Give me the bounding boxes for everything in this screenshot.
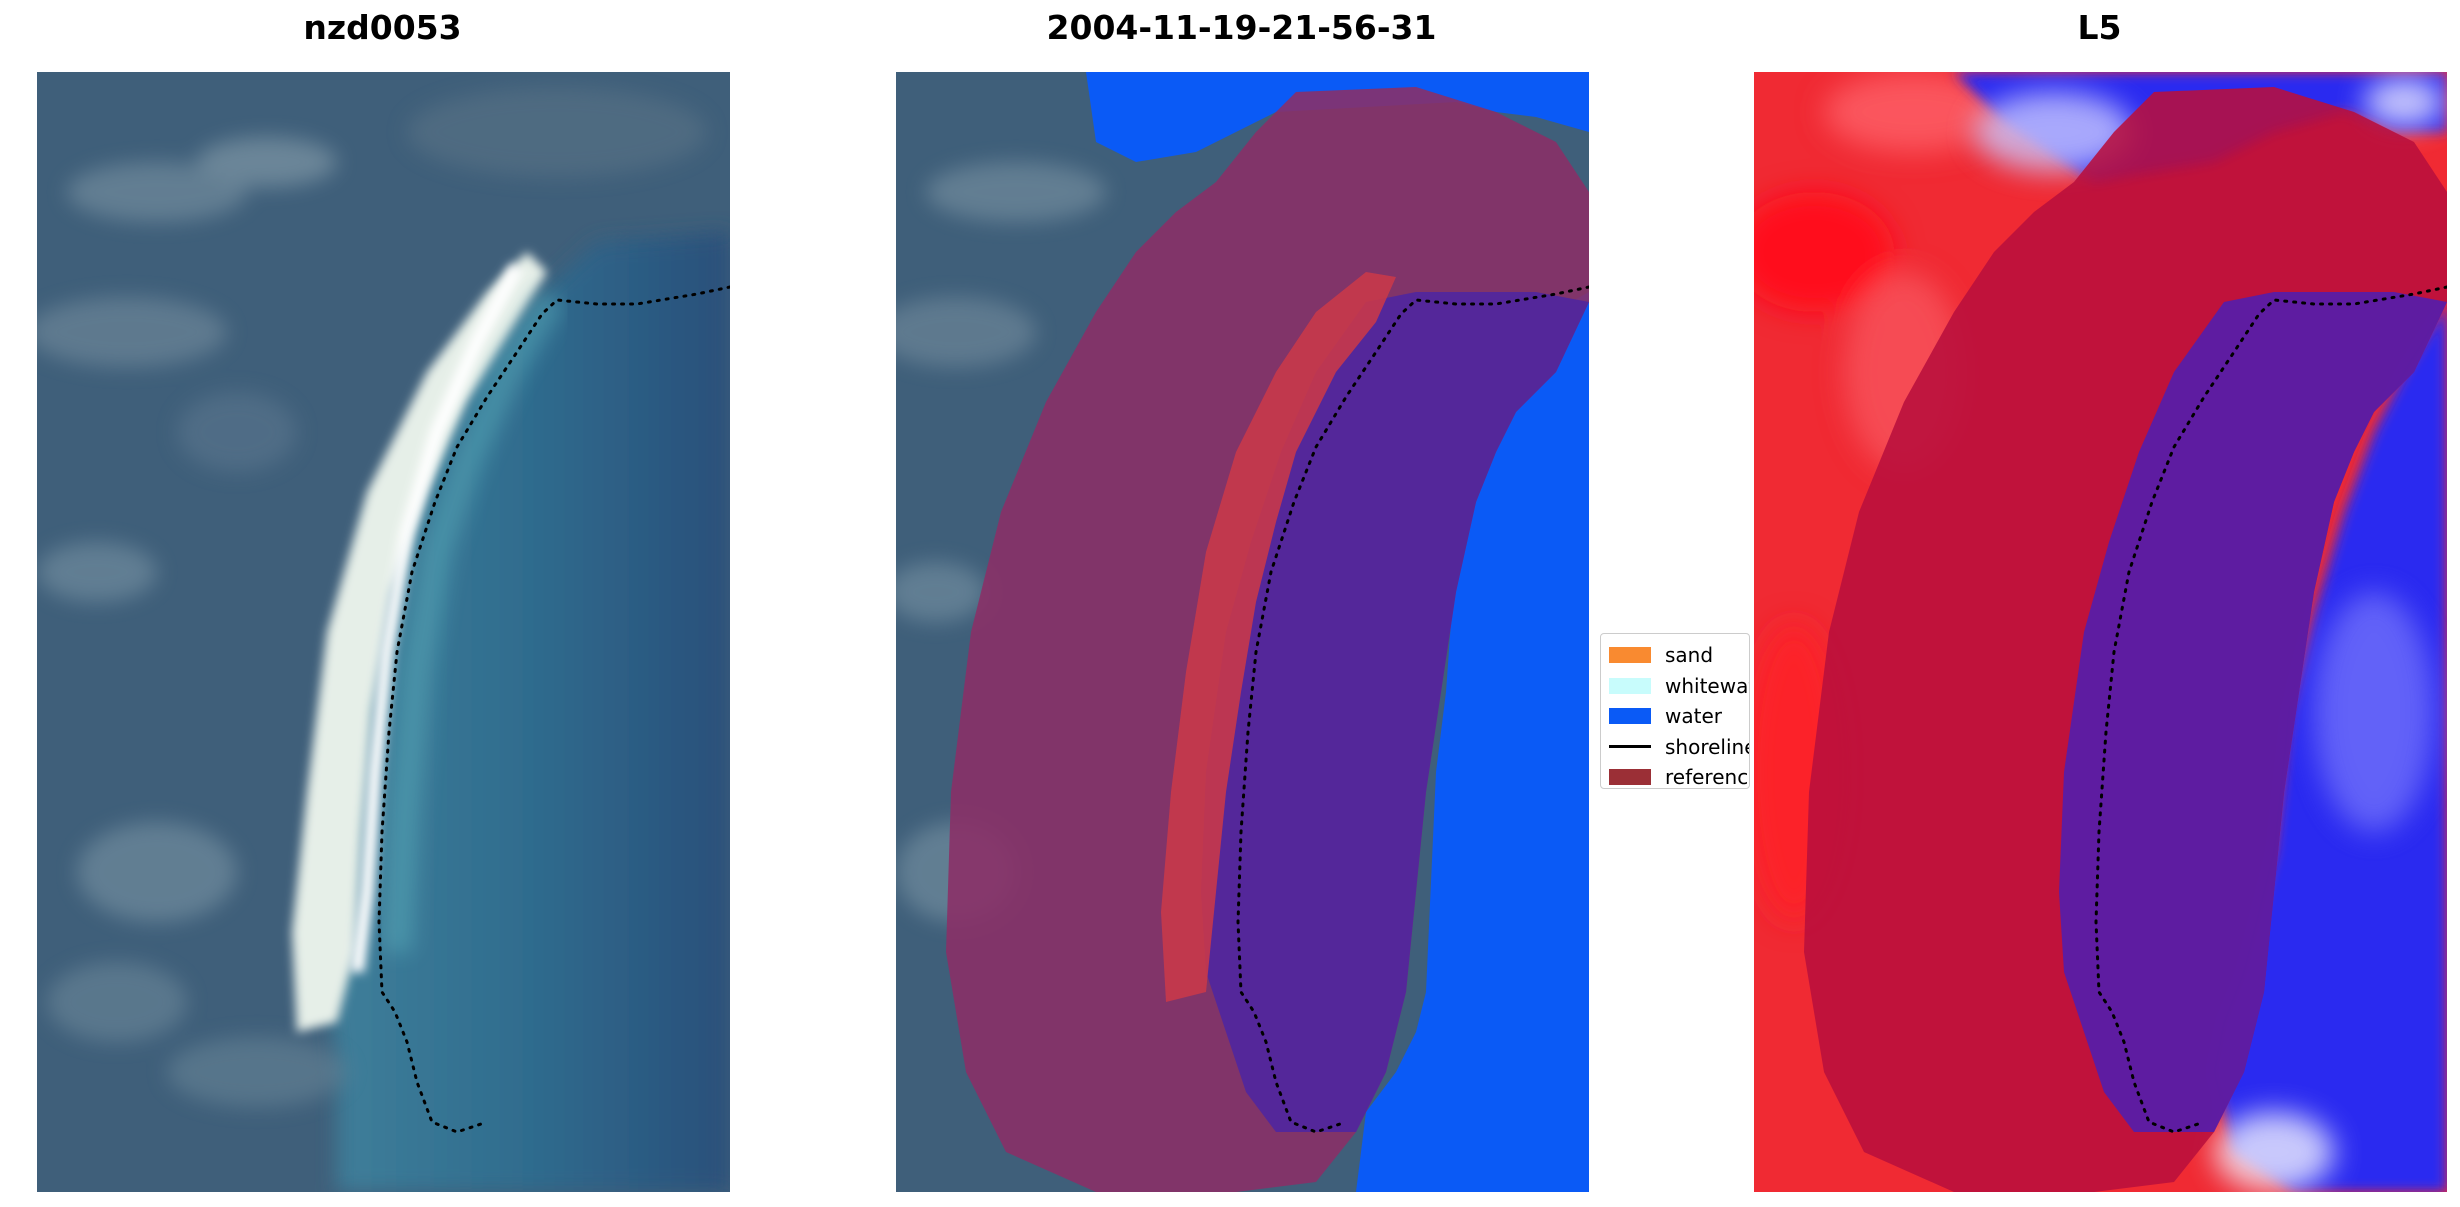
panel-title-index: L5 <box>2077 8 2122 47</box>
legend-label: water <box>1665 704 1722 729</box>
legend-swatch-whitewater <box>1609 677 1651 694</box>
classified-image <box>896 72 1589 1192</box>
negative-in-buffer <box>2059 292 2447 1132</box>
legend-item-whitewater: whitewater <box>1601 671 1749 702</box>
legend-line-shoreline <box>1609 745 1651 749</box>
legend-label: sand <box>1665 643 1714 668</box>
index-image <box>1754 72 2447 1192</box>
shoreline-contour <box>1236 285 1589 1134</box>
legend-swatch-sand <box>1609 647 1651 664</box>
legend-label: shoreline <box>1665 734 1750 759</box>
reference-band <box>1161 272 1396 1002</box>
rgb-image <box>37 72 730 1192</box>
legend-item-sand: sand <box>1601 640 1749 671</box>
legend: sand whitewater water shoreline referenc… <box>1600 633 1750 789</box>
classified-image-panel <box>896 72 1589 1192</box>
shoreline-contour <box>2094 285 2447 1134</box>
negative-region <box>1954 72 2447 1192</box>
legend-item-shoreline: shoreline <box>1601 732 1749 763</box>
legend-label: reference <box>1665 765 1749 789</box>
index-image-panel <box>1754 72 2447 1192</box>
water-in-buffer <box>1201 292 1589 1132</box>
legend-swatch-water <box>1609 708 1651 725</box>
legend-label: whitewater <box>1665 673 1749 698</box>
legend-item-reference: reference <box>1601 762 1749 789</box>
panel-title-rgb: nzd0053 <box>303 8 462 47</box>
shoreline-contour <box>377 285 730 1134</box>
legend-swatch-reference <box>1609 769 1651 786</box>
legend-item-water: water <box>1601 701 1749 732</box>
water-mask <box>1086 72 1589 1192</box>
panel-title-classified: 2004-11-19-21-56-31 <box>1046 8 1437 47</box>
rgb-image-panel <box>37 72 730 1192</box>
